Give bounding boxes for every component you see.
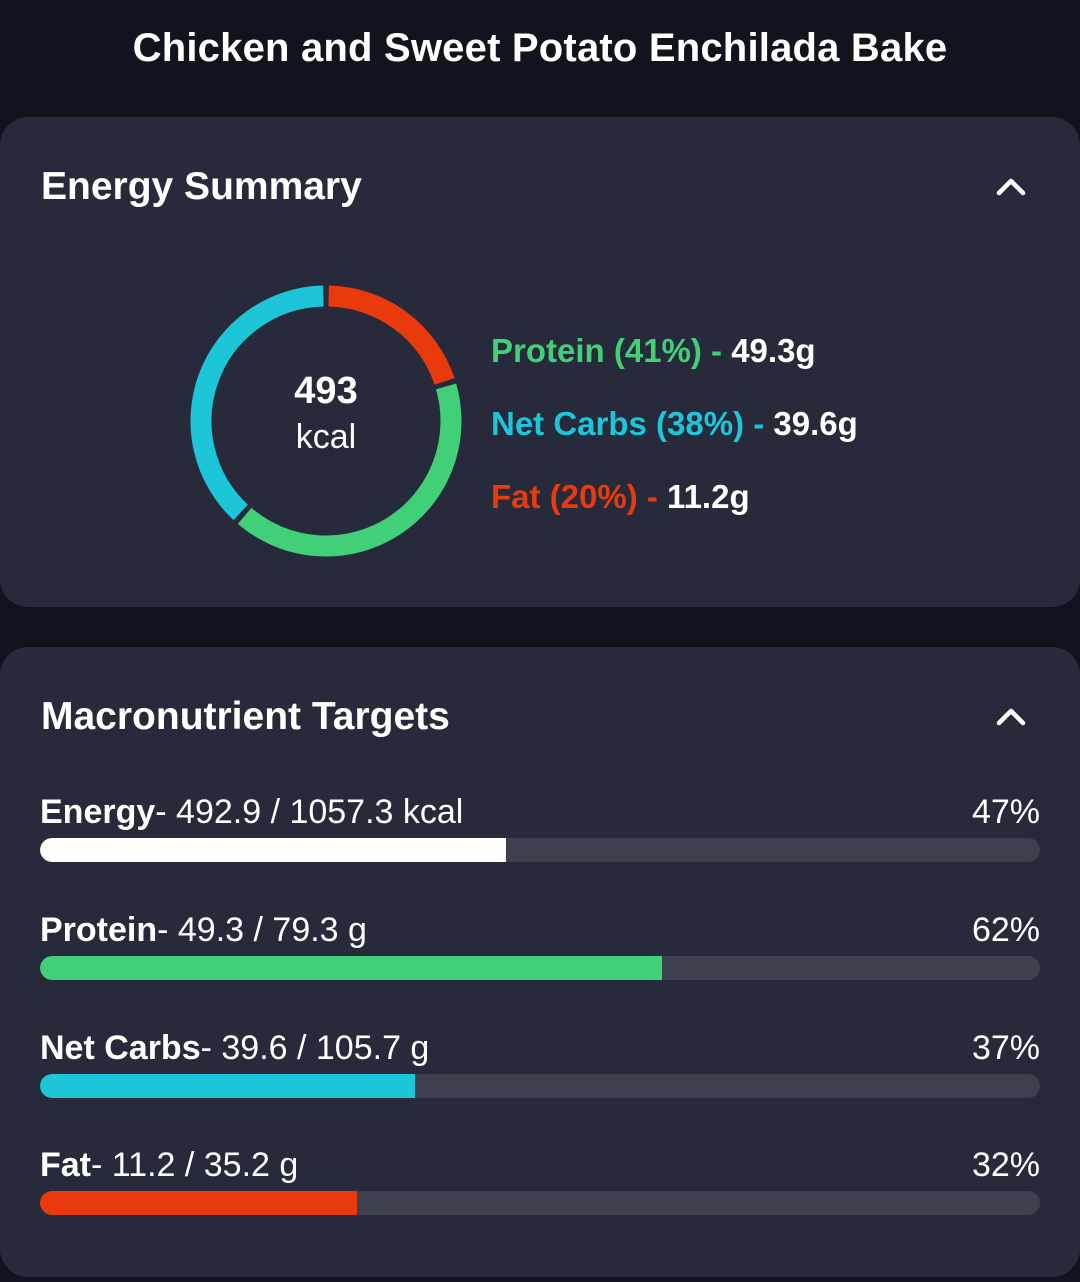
legend-fat: Fat (20%) - 11.2g (491, 475, 858, 548)
target-fat: Fat- 11.2 / 35.2 g 32% (40, 1143, 1040, 1215)
target-energy-track (40, 838, 1040, 862)
target-protein-track (40, 956, 1040, 980)
target-fat-values: - 11.2 / 35.2 g (91, 1146, 299, 1184)
energy-summary-card: Energy Summary 493 kcal Protein (41%) - … (0, 117, 1080, 607)
target-energy-fill (40, 838, 506, 862)
target-protein-values: - 49.3 / 79.3 g (157, 911, 367, 949)
target-protein-name: Protein (40, 911, 158, 949)
target-net-carbs-percent: 37% (971, 1029, 1040, 1067)
target-protein-fill (40, 956, 662, 980)
legend-protein-amount: 49.3g (731, 332, 816, 369)
legend-protein: Protein (41%) - 49.3g (491, 329, 858, 402)
donut-center: 493 kcal (190, 285, 462, 557)
macronutrient-targets-collapse-button[interactable] (994, 699, 1028, 733)
target-net-carbs-name: Net Carbs (40, 1029, 201, 1067)
chevron-up-icon (996, 708, 1026, 726)
legend-fat-label: Fat (20%) - (491, 478, 668, 515)
target-energy-values: - 492.9 / 1057.3 kcal (155, 793, 464, 831)
donut-segment-carbs (190, 285, 324, 521)
chevron-up-icon (996, 178, 1026, 196)
legend-net-carbs: Net Carbs (38%) - 39.6g (491, 402, 858, 475)
energy-summary-title: Energy Summary (41, 165, 362, 208)
target-protein-percent: 62% (971, 911, 1040, 949)
target-net-carbs-values: - 39.6 / 105.7 g (200, 1029, 430, 1067)
macronutrient-targets-title: Macronutrient Targets (41, 695, 450, 738)
target-energy-name: Energy (40, 793, 156, 831)
macro-legend: Protein (41%) - 49.3g Net Carbs (38%) - … (491, 329, 858, 548)
target-net-carbs-fill (40, 1074, 415, 1098)
macronutrient-targets-card: Macronutrient Targets Energy- 492.9 / 10… (0, 647, 1080, 1277)
legend-net-carbs-label: Net Carbs (38%) - (491, 405, 774, 442)
donut-segment-protein (237, 383, 462, 557)
kcal-unit: kcal (295, 418, 357, 456)
donut-segment-fat (328, 285, 455, 385)
target-energy: Energy- 492.9 / 1057.3 kcal 47% (40, 790, 1040, 862)
legend-fat-amount: 11.2g (667, 478, 750, 515)
target-fat-name: Fat (40, 1146, 91, 1184)
target-fat-track (40, 1191, 1040, 1215)
energy-donut-chart (190, 285, 462, 557)
legend-protein-label: Protein (41%) - (491, 332, 732, 369)
total-kcal-value: 493 (294, 370, 358, 412)
target-fat-percent: 32% (971, 1146, 1040, 1184)
target-net-carbs: Net Carbs- 39.6 / 105.7 g 37% (40, 1026, 1040, 1098)
page-title: Chicken and Sweet Potato Enchilada Bake (132, 26, 948, 70)
target-net-carbs-track (40, 1074, 1040, 1098)
target-protein: Protein- 49.3 / 79.3 g 62% (40, 908, 1040, 980)
energy-summary-collapse-button[interactable] (994, 169, 1028, 203)
legend-net-carbs-amount: 39.6g (773, 405, 858, 442)
target-energy-percent: 47% (971, 793, 1040, 831)
target-fat-fill (40, 1191, 357, 1215)
